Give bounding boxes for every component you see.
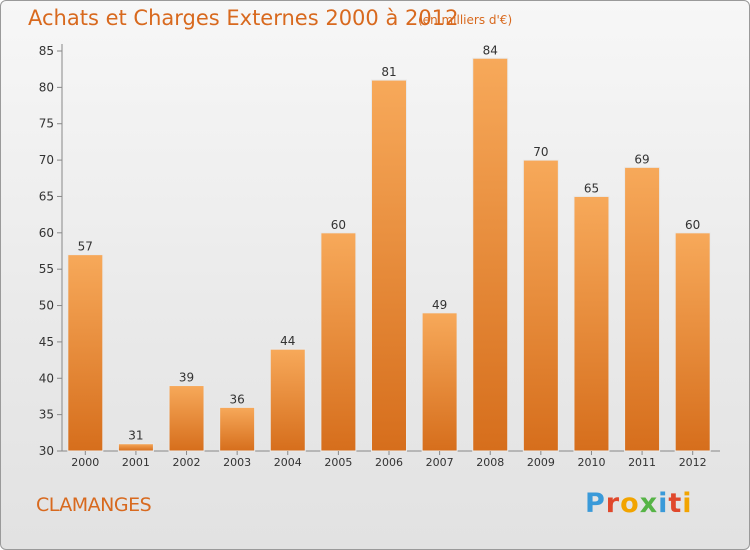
bar (371, 79, 407, 452)
bar (168, 385, 205, 452)
bar (320, 232, 357, 452)
bar-value-label: 36 (230, 392, 245, 406)
x-tick-label: 2010 (577, 456, 605, 469)
bar (117, 443, 154, 452)
logo-letter: i (682, 488, 693, 519)
bar (421, 312, 458, 452)
bar-value-label: 70 (533, 145, 548, 159)
y-tick-label: 65 (39, 189, 54, 203)
bar (573, 195, 610, 452)
bar-value-label: 60 (685, 218, 700, 232)
x-tick-label: 2004 (274, 456, 302, 469)
y-tick-label: 40 (39, 371, 54, 385)
y-tick-label: 85 (39, 44, 54, 58)
commune-name: CLAMANGES (36, 494, 152, 516)
x-tick-label: 2009 (527, 456, 555, 469)
logo-letter: P (585, 488, 606, 519)
y-tick-label: 75 (39, 117, 54, 131)
bar-value-label: 69 (634, 152, 649, 166)
x-tick-label: 2001 (122, 456, 150, 469)
x-tick-label: 2002 (173, 456, 201, 469)
x-tick-label: 2011 (628, 456, 656, 469)
bar-value-label: 44 (280, 334, 295, 348)
x-tick-label: 2008 (476, 456, 504, 469)
logo-letter: o (620, 488, 640, 519)
bar (522, 159, 559, 452)
bar (269, 348, 306, 452)
bar-value-label: 57 (78, 240, 93, 254)
y-tick-label: 35 (39, 408, 54, 422)
x-tick-label: 2006 (375, 456, 403, 469)
logo-letter: r (605, 488, 621, 519)
bar-value-label: 65 (584, 181, 599, 195)
bar-value-label: 81 (381, 65, 396, 79)
bar-value-label: 31 (128, 429, 143, 443)
proxiti-logo: Proxiti (585, 488, 693, 519)
x-tick-label: 2003 (223, 456, 251, 469)
y-tick-label: 45 (39, 335, 54, 349)
x-tick-label: 2012 (679, 456, 707, 469)
x-tick-label: 2007 (426, 456, 454, 469)
chart-unit: (en milliers d'€) (418, 13, 513, 27)
bar-value-label: 39 (179, 371, 194, 385)
bar-value-label: 60 (331, 218, 346, 232)
bar (674, 232, 711, 452)
bar (624, 166, 661, 452)
y-tick-label: 60 (39, 226, 54, 240)
y-tick-label: 30 (39, 444, 54, 458)
logo-letter: i (658, 488, 669, 519)
bar-value-label: 84 (483, 43, 498, 57)
bar-value-label: 49 (432, 298, 447, 312)
y-tick-label: 55 (39, 262, 54, 276)
bar (472, 57, 509, 452)
chart-title: Achats et Charges Externes 2000 à 2012 (28, 6, 459, 30)
y-tick-label: 50 (39, 299, 54, 313)
logo-letter: x (639, 488, 659, 519)
x-tick-label: 2005 (324, 456, 352, 469)
logo-letter: t (668, 488, 683, 519)
y-tick-label: 80 (39, 80, 54, 94)
bar (219, 406, 256, 452)
y-tick-label: 70 (39, 153, 54, 167)
bar (67, 254, 104, 452)
x-tick-label: 2000 (71, 456, 99, 469)
